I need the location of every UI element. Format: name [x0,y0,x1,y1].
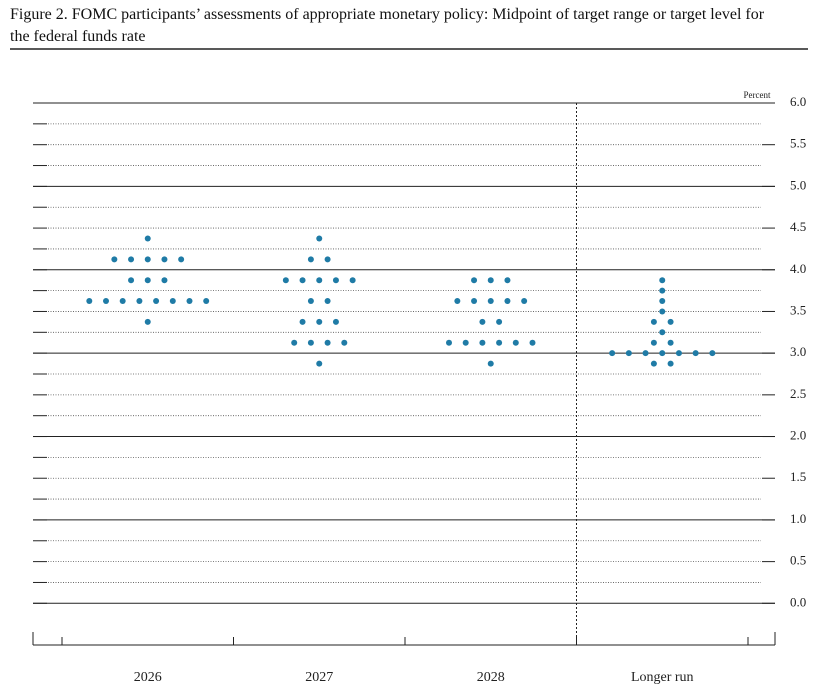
dot [316,235,323,242]
dot [144,256,151,263]
dot [169,298,176,305]
dot [675,350,682,357]
dot [642,350,649,357]
dot [609,350,616,357]
dot [136,298,143,305]
x-tick-label: 2027 [305,670,333,685]
dot [479,318,486,325]
dot [341,339,348,346]
dot [454,298,461,305]
dot [471,298,478,305]
dot [103,298,109,305]
dot [487,360,494,367]
dot [86,298,93,305]
y-tick-label: 4.5 [790,219,806,234]
y-tick-label: 3.0 [790,344,806,359]
x-tick-label: 2026 [134,670,162,685]
x-tick-label: Longer run [631,670,694,685]
dot [446,339,452,346]
dot [291,339,298,346]
dot [659,298,666,305]
y-tick-label: 4.0 [790,261,806,276]
dot [650,339,657,346]
dot [299,318,306,325]
dot [316,318,323,325]
y-axis-label: Percent [744,90,771,100]
dot [144,277,151,284]
dot [496,339,503,346]
y-tick-label: 0.0 [790,594,806,609]
y-tick-label: 5.5 [790,136,806,151]
dot [178,256,185,263]
dot [667,318,674,325]
dot [667,339,674,346]
dot [119,298,126,305]
dot [650,318,657,325]
dot [659,308,666,315]
dot [316,277,323,284]
dot [307,298,314,305]
dot [504,277,511,284]
dot [659,277,666,284]
dot [659,350,666,357]
dot [496,318,503,325]
dot [161,277,168,284]
dot [659,329,666,336]
dot [650,360,657,367]
dot [144,235,151,242]
y-tick-label: 1.0 [790,511,806,526]
dot [203,298,210,305]
dot [324,339,331,346]
y-tick-label: 1.5 [790,469,806,484]
dot [161,256,168,263]
dot [709,350,716,357]
dot [307,256,314,263]
x-tick-label: 2028 [477,670,505,685]
dot [282,277,289,284]
dot [625,350,632,357]
dot [479,339,486,346]
y-tick-label: 0.5 [790,553,806,568]
dot [128,256,135,263]
dot [487,277,494,284]
dot [471,277,478,284]
dot [667,360,674,367]
dot [512,339,519,346]
dot [153,298,160,305]
dot [324,256,331,263]
dot [692,350,699,357]
dot [128,277,135,284]
dot [332,277,339,284]
dot [529,339,536,346]
y-tick-label: 2.0 [790,428,806,443]
dot [521,298,528,305]
y-tick-label: 6.0 [790,94,806,109]
dot [487,298,494,305]
chart-title: Figure 2. FOMC participants’ assessments… [10,6,765,45]
dot [307,339,314,346]
dot [324,298,331,305]
dot [316,360,323,367]
dot [349,277,356,284]
dot [186,298,193,305]
dot [332,318,339,325]
dot [462,339,469,346]
dot [111,256,118,263]
dot [504,298,511,305]
y-tick-label: 5.0 [790,177,806,192]
y-tick-label: 2.5 [790,386,806,401]
y-tick-label: 3.5 [790,302,806,317]
dot [659,287,666,294]
dot [299,277,306,284]
dot [144,318,151,325]
